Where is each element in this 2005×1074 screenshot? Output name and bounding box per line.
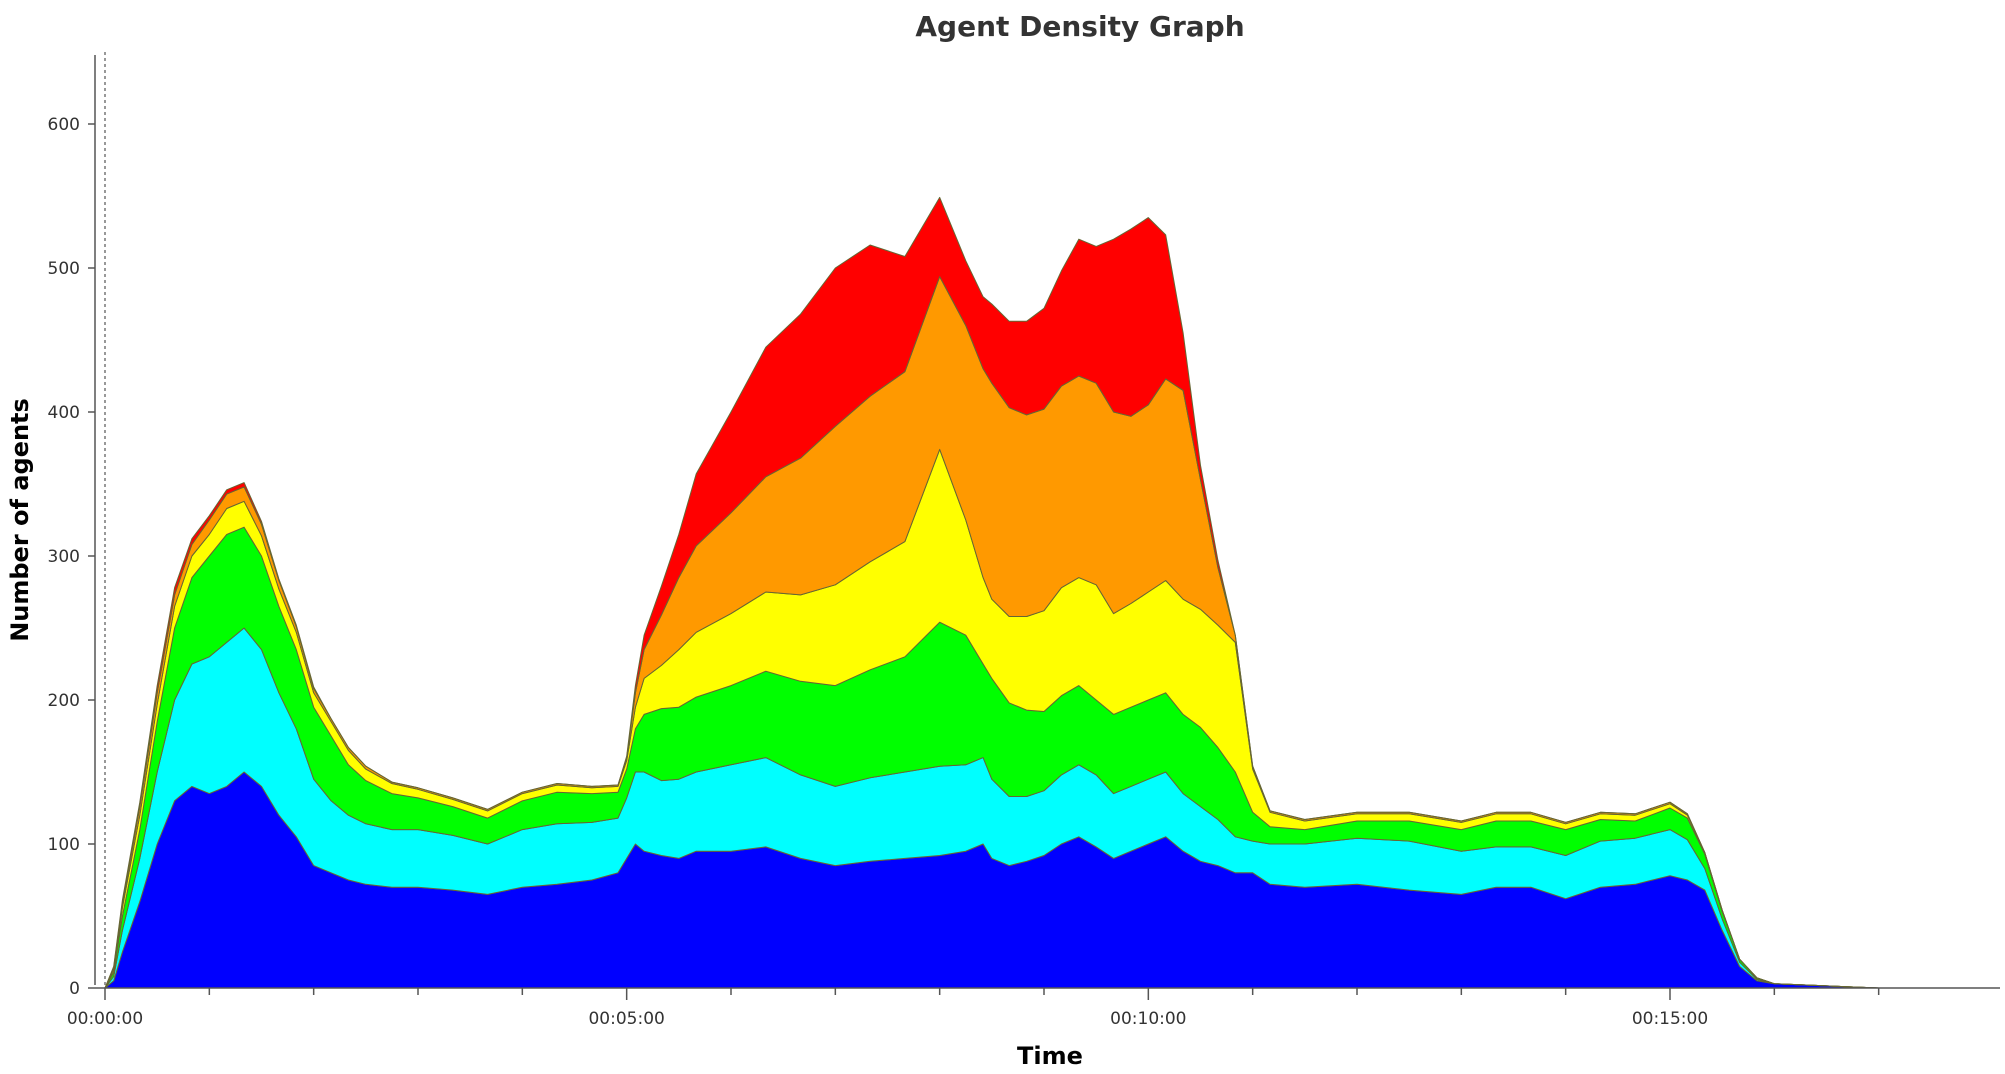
x-tick-label: 00:05:00 xyxy=(588,1009,664,1029)
y-tick-label: 600 xyxy=(48,115,80,135)
y-tick-label: 300 xyxy=(48,547,80,567)
y-axis-label: Number of agents xyxy=(6,398,34,642)
x-tick-label: 00:10:00 xyxy=(1110,1009,1186,1029)
x-axis-label: Time xyxy=(1017,1042,1083,1070)
y-tick-label: 500 xyxy=(48,259,80,279)
x-axis-ticks: 00:00:00 00:05:00 00:10:00 00:15:00 xyxy=(67,988,1880,1029)
y-tick-label: 200 xyxy=(48,691,80,711)
y-axis-ticks: 0 100 200 300 400 500 600 xyxy=(48,115,95,999)
chart-title: Agent Density Graph xyxy=(915,10,1244,43)
y-tick-label: 0 xyxy=(69,979,80,999)
y-tick-label: 100 xyxy=(48,835,80,855)
stacked-areas xyxy=(104,196,1880,989)
x-tick-label: 00:00:00 xyxy=(67,1009,143,1029)
x-tick-label: 00:15:00 xyxy=(1632,1009,1708,1029)
y-tick-label: 400 xyxy=(48,403,80,423)
